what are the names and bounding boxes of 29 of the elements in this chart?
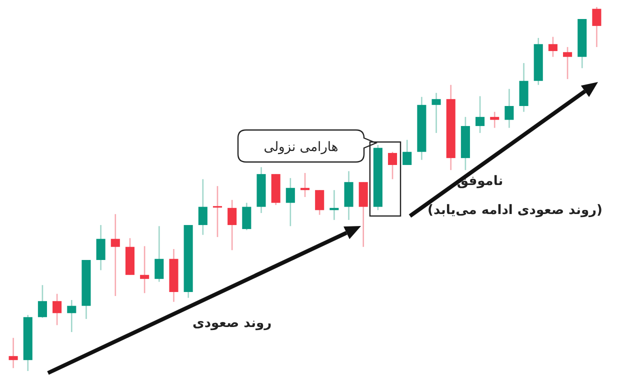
- candlestick: [242, 202, 252, 231]
- candlestick: [212, 185, 222, 238]
- candlestick: [490, 111, 500, 128]
- candlestick: [38, 284, 47, 319]
- candlestick: [52, 293, 62, 326]
- candlestick: [96, 224, 106, 271]
- candlestick: [563, 46, 572, 80]
- candlestick: [330, 189, 339, 221]
- annotation: ناموفق: [456, 174, 504, 189]
- candlestick: [67, 299, 76, 333]
- candlestick: [286, 177, 295, 227]
- candlestick: [110, 213, 120, 297]
- annotation: روند صعودی: [192, 316, 272, 331]
- candlestick: [154, 225, 164, 282]
- candlestick: [432, 92, 441, 134]
- candlestick: [8, 337, 18, 369]
- candlestick: [388, 151, 398, 180]
- candlestick: [476, 96, 485, 134]
- candlestick: [504, 88, 514, 128]
- candlestick: [228, 199, 237, 251]
- candlestick: [315, 189, 324, 216]
- annotation: هارامی نزولی: [264, 140, 338, 155]
- candlestick: [198, 178, 208, 236]
- candlestick: [402, 139, 412, 166]
- candlestick: [300, 172, 310, 198]
- candlestick: [592, 6, 602, 48]
- annotation: (روند صعودی ادامه می‌یابد): [428, 203, 602, 218]
- candlestick: [140, 246, 150, 294]
- candlestick: [548, 36, 558, 58]
